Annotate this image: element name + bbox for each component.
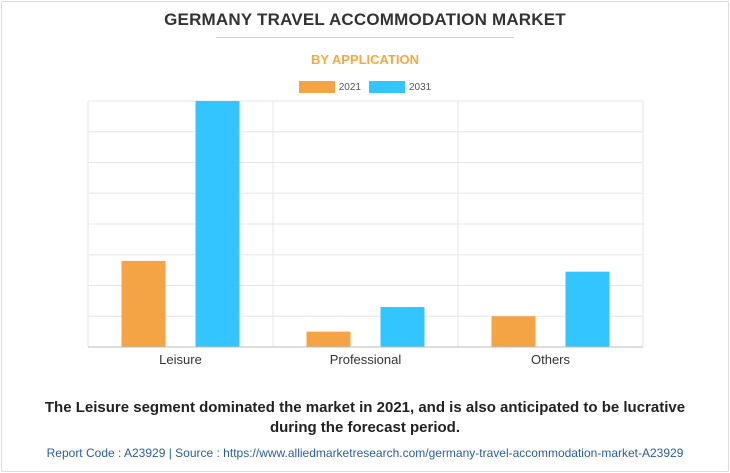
x-tick-label-professional: Professional xyxy=(330,352,402,367)
legend-label-2031: 2031 xyxy=(409,81,432,93)
source-footer: Report Code : A23929 | Source : https://… xyxy=(46,446,684,460)
x-tick-label-leisure: Leisure xyxy=(159,352,202,367)
caption-line-2: during the forecast period. xyxy=(269,419,461,436)
bar-others-2021 xyxy=(491,316,536,347)
legend-swatch-2031 xyxy=(369,81,405,93)
bar-professional-2021 xyxy=(306,331,351,347)
legend: 2021 2031 xyxy=(0,80,730,94)
caption-line-1: The Leisure segment dominated the market… xyxy=(44,399,686,416)
bar-others-2031 xyxy=(565,271,610,347)
legend-item-2021: 2021 xyxy=(298,81,361,93)
bar-professional-2031 xyxy=(380,307,425,347)
chart-title: GERMANY TRAVEL ACCOMMODATION MARKET xyxy=(164,10,566,29)
legend-item-2031: 2031 xyxy=(369,81,431,93)
title-divider xyxy=(216,37,514,38)
legend-swatch-2021 xyxy=(298,81,335,93)
x-tick-label-others: Others xyxy=(531,352,571,367)
bar-leisure-2021 xyxy=(121,260,166,347)
legend-label-2021: 2021 xyxy=(338,81,361,93)
chart-caption: The Leisure segment dominated the market… xyxy=(0,398,730,438)
bar-leisure-2031 xyxy=(195,101,240,347)
chart-subtitle: BY APPLICATION xyxy=(310,52,420,67)
